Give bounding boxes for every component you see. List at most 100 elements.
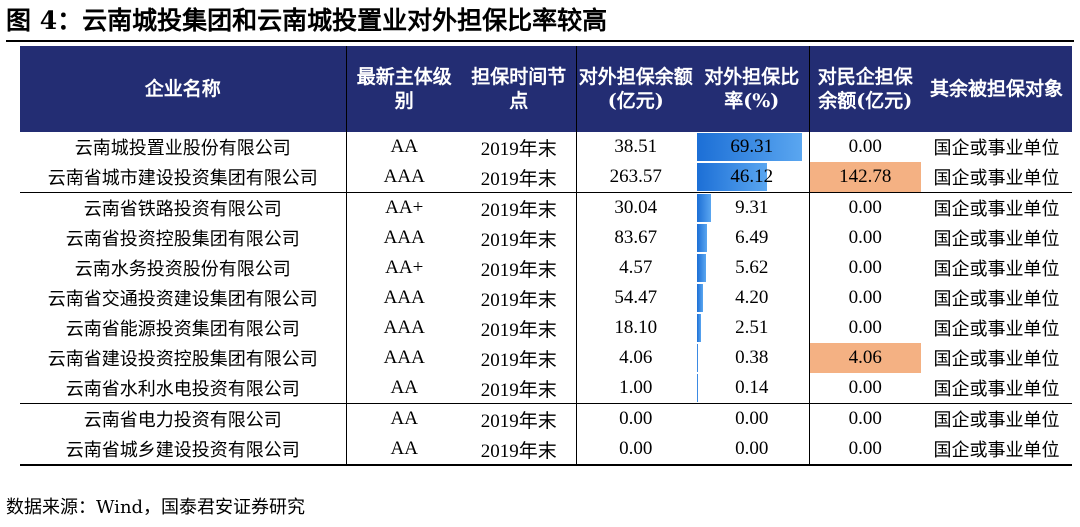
private-balance-cell: 0.00 bbox=[848, 287, 882, 308]
header-ext-balance: 对外担保余额(亿元) bbox=[576, 46, 695, 132]
ratio-value: 0.00 bbox=[735, 438, 769, 459]
header-company: 企业名称 bbox=[20, 46, 347, 132]
table-row: 云南城投置业股份有限公司 AA 2019年末 38.51 69.31 0.00 国企或事业单… bbox=[20, 132, 1072, 162]
ratio-bar bbox=[697, 163, 767, 191]
source-note: 数据来源：Wind，国泰君安证券研究 bbox=[6, 497, 306, 518]
ratio-bar bbox=[697, 374, 698, 402]
rating-cell: AAA bbox=[383, 166, 425, 187]
other-target-cell: 国企或事业单位 bbox=[933, 229, 1060, 250]
company-name-cell: 云南省城市建设投资集团有限公司 bbox=[20, 162, 347, 193]
private-balance-cell: 0.00 bbox=[809, 403, 921, 434]
time-cell: 2019年末 bbox=[462, 313, 577, 343]
ext-ratio-cell: 0.14 bbox=[695, 373, 810, 404]
time-cell: 2019年末 bbox=[462, 132, 577, 162]
ratio-bar bbox=[697, 284, 704, 312]
ratio-value: 46.12 bbox=[730, 166, 774, 187]
private-balance-cell: 0.00 bbox=[848, 136, 882, 157]
other-target-cell: 国企或事业单位 bbox=[933, 138, 1060, 159]
time-cell: 2019年末 bbox=[462, 162, 577, 193]
company-name-cell: 云南省铁路投资有限公司 bbox=[20, 192, 347, 223]
header-private-balance: 对民企担保余额(亿元) bbox=[809, 46, 921, 132]
ext-ratio-cell: 4.20 bbox=[695, 283, 810, 313]
time-cell: 2019年末 bbox=[462, 373, 577, 404]
ext-ratio-cell: 5.62 bbox=[695, 253, 810, 283]
rating-cell: AAA bbox=[383, 347, 425, 368]
table-row: 云南省电力投资有限公司 AA 2019年末 0.00 0.00 0.00 国企或事业单位 bbox=[20, 403, 1072, 434]
ext-balance-cell: 1.00 bbox=[619, 377, 653, 398]
rating-cell: AAA bbox=[383, 287, 425, 308]
ratio-bar bbox=[697, 224, 707, 252]
time-cell: 2019年末 bbox=[462, 343, 577, 373]
ratio-value: 5.62 bbox=[735, 257, 769, 278]
company-name-cell: 云南省投资控股集团有限公司 bbox=[20, 223, 347, 253]
private-balance-cell: 0.00 bbox=[848, 377, 882, 398]
company-name-cell: 云南省能源投资集团有限公司 bbox=[20, 313, 347, 343]
ext-ratio-cell: 0.38 bbox=[695, 343, 810, 373]
ratio-value: 6.49 bbox=[735, 227, 769, 248]
other-target-cell: 国企或事业单位 bbox=[933, 289, 1060, 310]
company-name-cell: 云南省交通投资建设集团有限公司 bbox=[20, 283, 347, 313]
time-cell: 2019年末 bbox=[462, 253, 577, 283]
ext-balance-cell: 38.51 bbox=[614, 136, 658, 157]
ratio-value: 0.14 bbox=[735, 377, 769, 398]
rating-cell: AAA bbox=[383, 317, 425, 338]
ratio-bar bbox=[697, 194, 712, 222]
ext-ratio-cell: 2.51 bbox=[695, 313, 810, 343]
time-cell: 2019年末 bbox=[462, 283, 577, 313]
ext-ratio-cell: 69.31 bbox=[695, 132, 810, 162]
rating-cell: AA bbox=[346, 434, 462, 466]
table-row: 云南省交通投资建设集团有限公司 AAA 2019年末 54.47 4.20 0.00 国企或… bbox=[20, 283, 1072, 313]
private-balance-cell: 0.00 bbox=[848, 257, 882, 278]
ext-balance-cell: 263.57 bbox=[609, 166, 662, 187]
other-target-cell: 国企或事业单位 bbox=[921, 192, 1072, 223]
ext-ratio-cell: 6.49 bbox=[695, 223, 810, 253]
company-name-cell: 云南省城乡建设投资有限公司 bbox=[20, 434, 347, 466]
time-cell: 2019年末 bbox=[462, 434, 577, 466]
ext-balance-cell: 18.10 bbox=[614, 317, 658, 338]
private-balance-cell: 4.06 bbox=[809, 343, 921, 373]
header-time: 担保时间节点 bbox=[462, 46, 577, 132]
other-target-cell: 国企或事业单位 bbox=[933, 349, 1060, 370]
ext-ratio-cell: 46.12 bbox=[695, 162, 810, 193]
other-target-cell: 国企或事业单位 bbox=[921, 434, 1072, 466]
ext-ratio-cell: 0.00 bbox=[695, 403, 810, 434]
private-balance-cell: 0.00 bbox=[848, 317, 882, 338]
ratio-value: 4.20 bbox=[735, 287, 769, 308]
guarantee-table: 企业名称 最新主体级别 担保时间节点 对外担保余额(亿元) 对外担保比率(%) … bbox=[20, 46, 1072, 466]
header-ext-ratio: 对外担保比率(%) bbox=[695, 46, 810, 132]
ext-ratio-cell: 9.31 bbox=[695, 192, 810, 223]
ratio-value: 2.51 bbox=[735, 317, 769, 338]
table-header-row: 企业名称 最新主体级别 担保时间节点 对外担保余额(亿元) 对外担保比率(%) … bbox=[20, 46, 1072, 132]
rating-cell: AA+ bbox=[346, 192, 462, 223]
figure-title: 图 4：云南城投集团和云南城投置业对外担保比率较高 bbox=[6, 6, 608, 35]
ratio-value: 9.31 bbox=[735, 197, 769, 218]
other-target-cell: 国企或事业单位 bbox=[933, 259, 1060, 280]
time-cell: 2019年末 bbox=[462, 223, 577, 253]
rating-cell: AA bbox=[390, 377, 418, 398]
company-name-cell: 云南省电力投资有限公司 bbox=[20, 403, 347, 434]
table-row: 云南省城乡建设投资有限公司 AA 2019年末 0.00 0.00 0.00 国企或事业单位 bbox=[20, 434, 1072, 466]
company-name-cell: 云南省建设投资控股集团有限公司 bbox=[20, 343, 347, 373]
private-balance-cell: 0.00 bbox=[809, 434, 921, 466]
ext-balance-cell: 4.57 bbox=[619, 257, 653, 278]
ext-balance-cell: 30.04 bbox=[576, 192, 695, 223]
ext-ratio-cell: 0.00 bbox=[695, 434, 810, 466]
header-other-targets: 其余被担保对象 bbox=[921, 46, 1072, 132]
ratio-value: 0.38 bbox=[735, 347, 769, 368]
rating-cell: AA bbox=[390, 136, 418, 157]
rating-cell: AAA bbox=[383, 227, 425, 248]
time-cell: 2019年末 bbox=[462, 403, 577, 434]
other-target-cell: 国企或事业单位 bbox=[933, 319, 1060, 340]
rating-cell: AA+ bbox=[385, 257, 424, 278]
table-row: 云南省能源投资集团有限公司 AAA 2019年末 18.10 2.51 0.00 国企或事业… bbox=[20, 313, 1072, 343]
ext-balance-cell: 0.00 bbox=[576, 434, 695, 466]
table-row: 云南省水利水电投资有限公司 AA 2019年末 1.00 0.14 0.00 国企或事业单位 bbox=[20, 373, 1072, 404]
ratio-value: 0.00 bbox=[735, 408, 769, 429]
private-balance-cell: 142.78 bbox=[809, 162, 921, 193]
ext-balance-cell: 4.06 bbox=[619, 347, 653, 368]
ratio-bar bbox=[697, 314, 701, 342]
table-row: 云南省铁路投资有限公司 AA+ 2019年末 30.04 9.31 0.00 国企或事业单位 bbox=[20, 192, 1072, 223]
title-rule bbox=[6, 40, 1074, 42]
ratio-value: 69.31 bbox=[730, 136, 774, 157]
ext-balance-cell: 0.00 bbox=[576, 403, 695, 434]
